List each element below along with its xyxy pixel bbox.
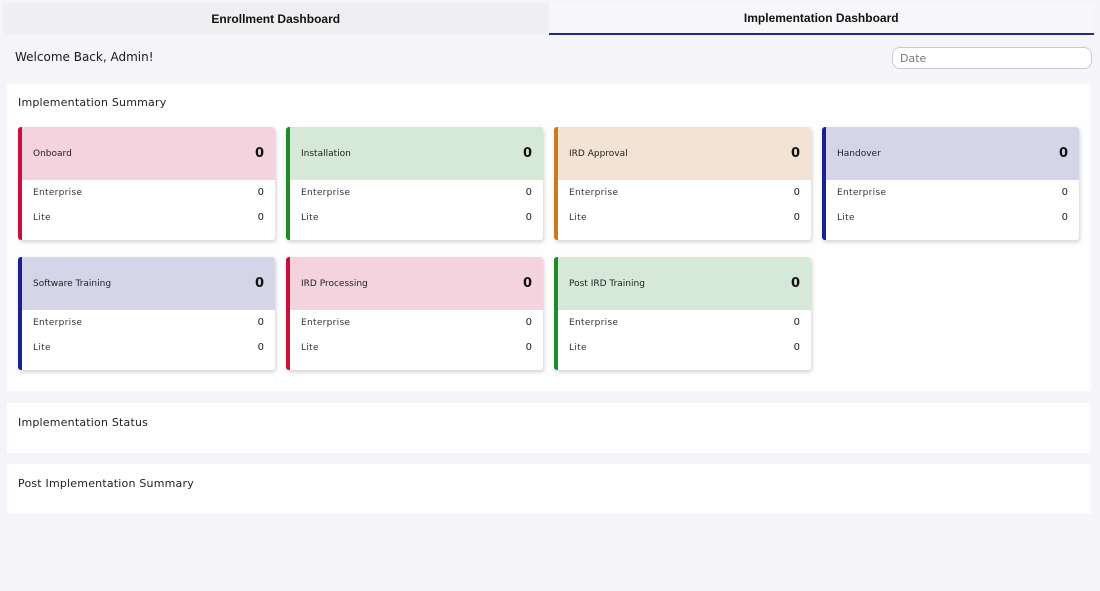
post-implementation-summary-section: Post Implementation Summary <box>7 464 1091 514</box>
welcome-message: Welcome Back, Admin! <box>15 50 154 64</box>
card-row-enterprise: Enterprise 0 <box>558 310 811 335</box>
card-header: Installation 0 <box>290 127 543 180</box>
row-value: 0 <box>1061 212 1068 223</box>
tab-enrollment-dashboard[interactable]: Enrollment Dashboard <box>3 3 549 35</box>
card-handover[interactable]: Handover 0 Enterprise 0 Lite 0 <box>822 127 1079 240</box>
row-value: 0 <box>257 317 264 328</box>
card-title: IRD Approval <box>569 148 628 159</box>
card-row-enterprise: Enterprise 0 <box>22 180 275 205</box>
card-title: Installation <box>301 148 351 159</box>
card-software-training[interactable]: Software Training 0 Enterprise 0 Lite 0 <box>18 257 275 370</box>
implementation-status-section: Implementation Status <box>7 403 1091 453</box>
row-value: 0 <box>793 317 800 328</box>
dashboard-tabs: Enrollment Dashboard Implementation Dash… <box>3 3 1094 35</box>
row-value: 0 <box>525 212 532 223</box>
card-row-enterprise: Enterprise 0 <box>290 180 543 205</box>
card-header: IRD Approval 0 <box>558 127 811 180</box>
card-total: 0 <box>790 146 800 161</box>
card-title: Handover <box>837 148 881 159</box>
row-value: 0 <box>257 342 264 353</box>
card-header: Handover 0 <box>826 127 1079 180</box>
row-value: 0 <box>525 317 532 328</box>
implementation-summary-section: Implementation Summary Onboard 0 Enterpr… <box>7 84 1091 391</box>
row-label: Enterprise <box>569 317 619 328</box>
card-header: IRD Processing 0 <box>290 257 543 310</box>
card-onboard[interactable]: Onboard 0 Enterprise 0 Lite 0 <box>18 127 275 240</box>
row-label: Lite <box>569 212 587 223</box>
row-value: 0 <box>1061 187 1068 198</box>
card-installation[interactable]: Installation 0 Enterprise 0 Lite 0 <box>286 127 543 240</box>
card-row-lite: Lite 0 <box>558 205 811 230</box>
card-row-lite: Lite 0 <box>22 205 275 230</box>
card-row-enterprise: Enterprise 0 <box>22 310 275 335</box>
card-header: Onboard 0 <box>22 127 275 180</box>
section-title-implementation-summary: Implementation Summary <box>18 96 167 109</box>
card-total: 0 <box>254 276 264 291</box>
card-row-lite: Lite 0 <box>826 205 1079 230</box>
card-total: 0 <box>1058 146 1068 161</box>
card-ird-approval[interactable]: IRD Approval 0 Enterprise 0 Lite 0 <box>554 127 811 240</box>
card-total: 0 <box>522 146 532 161</box>
tab-implementation-dashboard[interactable]: Implementation Dashboard <box>548 3 1094 35</box>
row-value: 0 <box>257 187 264 198</box>
card-header: Software Training 0 <box>22 257 275 310</box>
row-label: Enterprise <box>837 187 887 198</box>
card-total: 0 <box>522 276 532 291</box>
date-filter-input[interactable] <box>892 47 1092 69</box>
card-row-lite: Lite 0 <box>22 335 275 360</box>
row-label: Lite <box>301 342 319 353</box>
section-title-post-implementation-summary: Post Implementation Summary <box>18 477 194 490</box>
card-row-enterprise: Enterprise 0 <box>826 180 1079 205</box>
row-label: Enterprise <box>301 187 351 198</box>
row-value: 0 <box>793 342 800 353</box>
row-value: 0 <box>793 187 800 198</box>
card-row-enterprise: Enterprise 0 <box>558 180 811 205</box>
card-row-enterprise: Enterprise 0 <box>290 310 543 335</box>
card-title: Software Training <box>33 278 112 289</box>
card-row-lite: Lite 0 <box>558 335 811 360</box>
card-title: Onboard <box>33 148 72 159</box>
card-row-lite: Lite 0 <box>290 205 543 230</box>
row-label: Enterprise <box>569 187 619 198</box>
card-ird-processing[interactable]: IRD Processing 0 Enterprise 0 Lite 0 <box>286 257 543 370</box>
card-post-ird-training[interactable]: Post IRD Training 0 Enterprise 0 Lite 0 <box>554 257 811 370</box>
row-label: Lite <box>33 342 51 353</box>
row-label: Enterprise <box>301 317 351 328</box>
card-total: 0 <box>254 146 264 161</box>
card-row-lite: Lite 0 <box>290 335 543 360</box>
row-value: 0 <box>793 212 800 223</box>
card-header: Post IRD Training 0 <box>558 257 811 310</box>
row-label: Lite <box>301 212 319 223</box>
row-label: Lite <box>569 342 587 353</box>
row-label: Enterprise <box>33 317 83 328</box>
row-label: Enterprise <box>33 187 83 198</box>
card-total: 0 <box>790 276 800 291</box>
row-label: Lite <box>33 212 51 223</box>
card-title: IRD Processing <box>301 278 368 289</box>
row-label: Lite <box>837 212 855 223</box>
card-title: Post IRD Training <box>569 278 645 289</box>
section-title-implementation-status: Implementation Status <box>18 416 149 429</box>
row-value: 0 <box>525 187 532 198</box>
row-value: 0 <box>525 342 532 353</box>
row-value: 0 <box>257 212 264 223</box>
